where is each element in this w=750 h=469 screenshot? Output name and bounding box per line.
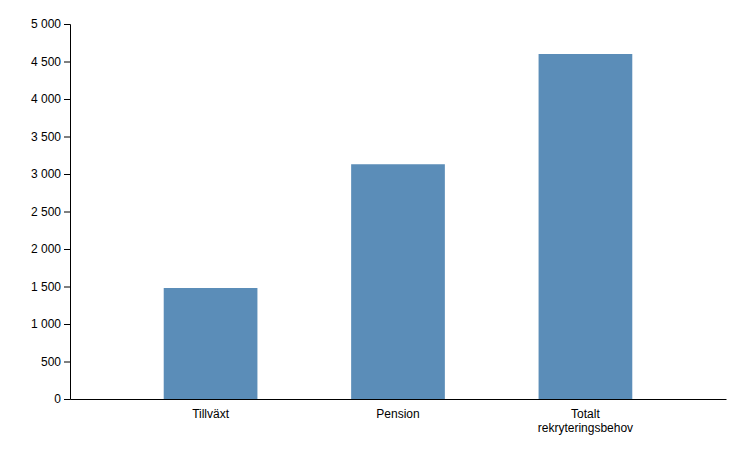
y-tick-label: 4 500 xyxy=(31,55,61,69)
y-tick-label: 0 xyxy=(54,392,61,406)
x-tick: Pension xyxy=(376,407,419,421)
y-tick-label: 500 xyxy=(41,355,61,369)
x-tick: Tillväxt xyxy=(192,407,230,421)
plot: 0 500 1 000 1 500 2 000 2 500 3 000 3 500 4 000 4… xyxy=(31,17,727,435)
y-axis: 0 500 1 000 1 500 2 000 2 500 3 000 3 500 4 000 4… xyxy=(31,17,71,406)
x-tick-label: Tillväxt xyxy=(192,407,230,421)
y-tick: 4 000 xyxy=(31,92,70,106)
y-tick: 0 xyxy=(54,392,70,406)
y-tick-mark xyxy=(64,287,70,288)
y-tick-mark xyxy=(64,174,70,175)
y-tick-mark xyxy=(64,324,70,325)
y-tick: 3 500 xyxy=(31,130,70,144)
y-tick-mark xyxy=(64,99,70,100)
y-tick-mark xyxy=(64,24,70,25)
y-tick: 3 000 xyxy=(31,167,70,181)
chart: 0 500 1 000 1 500 2 000 2 500 3 000 3 500 4 000 4… xyxy=(0,0,750,469)
x-tick-label-line: Totalt xyxy=(571,407,600,421)
y-tick-label: 3 000 xyxy=(31,167,61,181)
bar xyxy=(164,288,258,399)
y-tick: 1 500 xyxy=(31,280,70,294)
x-axis-line xyxy=(71,399,727,400)
y-tick: 2 500 xyxy=(31,205,70,219)
y-tick-mark xyxy=(64,212,70,213)
x-tick-label-line: rekryteringsbehov xyxy=(538,421,633,435)
y-tick-label: 1 500 xyxy=(31,280,61,294)
y-tick-label: 3 500 xyxy=(31,130,61,144)
y-tick-mark xyxy=(64,62,70,63)
y-tick-label: 5 000 xyxy=(31,17,61,31)
x-tick: Totaltrekryteringsbehov xyxy=(538,407,633,435)
y-tick-mark xyxy=(64,249,70,250)
y-tick: 5 000 xyxy=(31,17,70,31)
y-tick: 500 xyxy=(41,355,70,369)
bars xyxy=(164,54,633,399)
y-tick-mark xyxy=(64,137,70,138)
x-tick-label: Pension xyxy=(376,407,419,421)
y-tick: 2 000 xyxy=(31,242,70,256)
y-tick-mark xyxy=(64,399,70,400)
bar xyxy=(539,54,633,399)
y-tick-label: 1 000 xyxy=(31,317,61,331)
y-tick: 4 500 xyxy=(31,55,70,69)
y-tick-label: 4 000 xyxy=(31,92,61,106)
x-tick-label-line: Pension xyxy=(376,407,419,421)
x-tick-label: Totaltrekryteringsbehov xyxy=(538,407,633,435)
y-tick: 1 000 xyxy=(31,317,70,331)
x-tick-label-line: Tillväxt xyxy=(192,407,230,421)
bar xyxy=(351,164,445,399)
y-tick-label: 2 000 xyxy=(31,242,61,256)
y-tick-mark xyxy=(64,362,70,363)
y-axis-line xyxy=(64,25,71,400)
y-tick-label: 2 500 xyxy=(31,205,61,219)
x-axis: Tillväxt Pension Totaltrekryteringsbehov xyxy=(71,400,727,435)
